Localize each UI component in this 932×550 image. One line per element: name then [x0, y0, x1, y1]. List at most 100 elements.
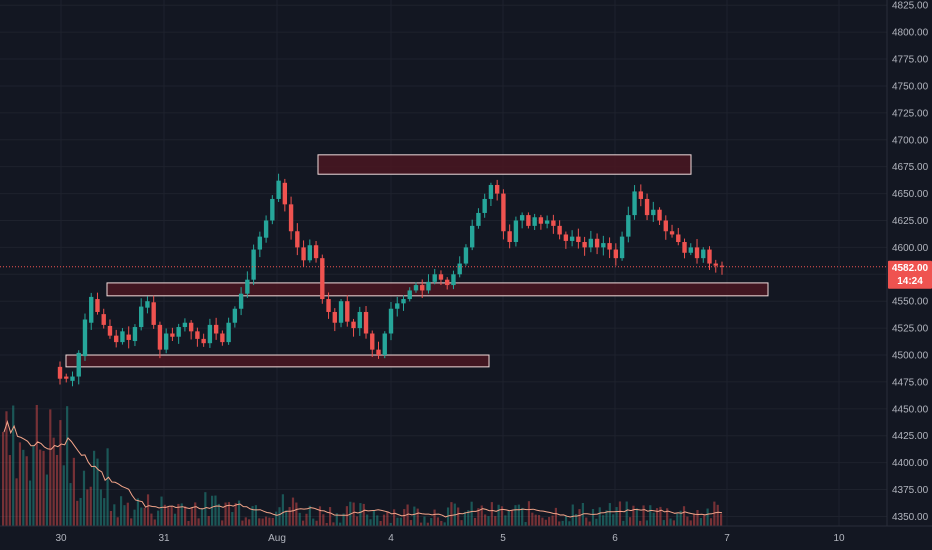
candle[interactable] — [132, 324, 138, 347]
candle[interactable] — [582, 236, 587, 256]
candle[interactable] — [463, 244, 469, 266]
candle[interactable] — [76, 350, 81, 385]
candle[interactable] — [263, 215, 269, 243]
candle[interactable] — [532, 213, 537, 230]
candle[interactable] — [519, 212, 525, 229]
candle[interactable] — [494, 179, 500, 201]
candle[interactable] — [157, 321, 163, 359]
candle[interactable] — [563, 231, 569, 249]
candle[interactable] — [226, 317, 231, 345]
candle[interactable] — [644, 193, 650, 221]
candle[interactable] — [651, 201, 656, 222]
candle[interactable] — [139, 298, 144, 331]
candle[interactable] — [301, 240, 306, 267]
candle[interactable] — [432, 268, 437, 285]
candle[interactable] — [388, 302, 394, 341]
candle[interactable] — [114, 329, 119, 348]
support-resistance-zones[interactable] — [65, 154, 769, 368]
candle[interactable] — [95, 292, 100, 315]
candle[interactable] — [338, 299, 344, 328]
candle[interactable] — [357, 306, 362, 336]
candle[interactable] — [89, 292, 94, 330]
candle[interactable] — [238, 287, 244, 316]
candle[interactable] — [438, 270, 444, 285]
candle[interactable] — [719, 261, 725, 275]
candle[interactable] — [376, 341, 381, 359]
candle[interactable] — [326, 292, 331, 319]
candle[interactable] — [619, 231, 625, 261]
candle[interactable] — [413, 282, 419, 293]
candle[interactable] — [445, 277, 450, 290]
candle[interactable] — [320, 254, 325, 304]
candle[interactable] — [613, 243, 619, 266]
candle[interactable] — [426, 274, 431, 294]
candle[interactable] — [694, 239, 700, 264]
candle[interactable] — [82, 313, 88, 361]
candle[interactable] — [395, 296, 400, 317]
candle[interactable] — [569, 230, 575, 247]
candle[interactable] — [626, 206, 631, 243]
candle[interactable] — [551, 214, 556, 234]
candle[interactable] — [307, 239, 312, 263]
time-axis[interactable]: 30 31 Aug 4 5 6 7 10 — [55, 533, 845, 544]
candle[interactable] — [638, 184, 643, 207]
candle[interactable] — [370, 330, 375, 357]
candle[interactable] — [70, 371, 75, 387]
candle[interactable] — [101, 308, 106, 329]
candle[interactable] — [163, 328, 169, 354]
candle[interactable] — [451, 270, 456, 290]
candle[interactable] — [363, 306, 369, 339]
candle[interactable] — [220, 330, 225, 346]
candle[interactable] — [207, 318, 213, 348]
candle[interactable] — [669, 224, 675, 238]
candle[interactable] — [501, 189, 506, 240]
candle[interactable] — [544, 215, 550, 229]
candle[interactable] — [201, 333, 206, 347]
candle[interactable] — [607, 237, 612, 259]
candle[interactable] — [657, 207, 662, 226]
candle[interactable] — [151, 295, 156, 329]
candle[interactable] — [245, 271, 250, 298]
candlesticks[interactable] — [57, 173, 725, 387]
candle[interactable] — [482, 193, 487, 218]
candle[interactable] — [557, 220, 562, 240]
candle[interactable] — [701, 247, 706, 263]
candle[interactable] — [682, 238, 687, 259]
candle[interactable] — [576, 228, 581, 249]
candle[interactable] — [270, 195, 275, 225]
candle[interactable] — [476, 208, 481, 229]
candle[interactable] — [526, 212, 531, 229]
price-zone[interactable] — [317, 154, 692, 175]
candle[interactable] — [120, 328, 125, 345]
candle[interactable] — [126, 326, 131, 349]
candle[interactable] — [188, 320, 194, 340]
candle[interactable] — [407, 287, 412, 302]
candle[interactable] — [401, 295, 406, 311]
candle[interactable] — [663, 215, 668, 240]
candle[interactable] — [176, 323, 181, 344]
candle[interactable] — [182, 318, 188, 332]
candle[interactable] — [420, 279, 425, 298]
candle[interactable] — [594, 233, 600, 255]
candle[interactable] — [232, 306, 238, 328]
candle[interactable] — [507, 224, 512, 249]
candle[interactable] — [382, 331, 387, 359]
candle[interactable] — [676, 227, 681, 246]
price-zone[interactable] — [65, 354, 490, 368]
price-zone[interactable] — [106, 282, 769, 297]
candle[interactable] — [488, 182, 494, 206]
candle[interactable] — [295, 223, 300, 256]
candle[interactable] — [107, 319, 113, 339]
candle[interactable] — [313, 240, 319, 263]
candle[interactable] — [345, 295, 350, 327]
candle[interactable] — [470, 219, 475, 251]
candle[interactable] — [351, 318, 356, 337]
candle[interactable] — [257, 231, 263, 258]
candle[interactable] — [276, 173, 281, 202]
candle[interactable] — [332, 308, 337, 332]
candle[interactable] — [288, 196, 294, 240]
candle[interactable] — [282, 178, 288, 212]
candle[interactable] — [713, 259, 718, 273]
